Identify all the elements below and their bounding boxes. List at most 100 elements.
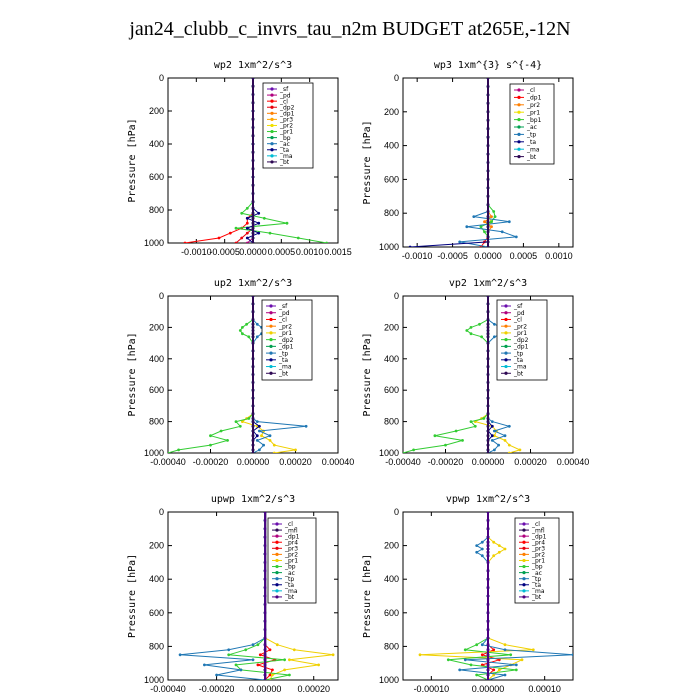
series-point xyxy=(288,658,291,662)
legend-label: _ac xyxy=(531,570,542,577)
legend-marker xyxy=(275,552,279,556)
series-point xyxy=(509,653,513,657)
legend-label: _ta xyxy=(531,582,541,589)
series-point xyxy=(486,341,490,345)
legend-marker xyxy=(270,148,274,152)
x-tick-label: 0.0000 xyxy=(239,247,267,257)
series-point xyxy=(234,420,238,423)
legend-marker xyxy=(275,522,279,526)
series-point xyxy=(245,206,249,210)
legend-label: _ac xyxy=(284,570,295,577)
series-point xyxy=(234,241,238,243)
legend-marker xyxy=(522,546,526,550)
legend-label: _bp xyxy=(279,135,291,142)
series-point xyxy=(251,206,255,210)
series-point xyxy=(486,326,490,329)
series-point xyxy=(486,194,490,198)
series-point xyxy=(263,577,267,581)
legend-marker xyxy=(504,358,508,362)
series-point xyxy=(486,220,490,224)
series-point xyxy=(251,404,255,408)
series-point xyxy=(226,439,229,442)
y-tick-label: 1000 xyxy=(144,238,164,248)
series-point xyxy=(251,200,255,204)
legend-label: _sf xyxy=(279,86,289,93)
legend-marker xyxy=(269,324,273,328)
series-point xyxy=(486,668,490,672)
series-point xyxy=(486,673,490,677)
x-tick-label: 0.00020 xyxy=(279,457,312,467)
legend-label: _bp xyxy=(284,564,296,571)
series-point xyxy=(251,388,255,392)
series-point xyxy=(238,424,242,428)
series-point xyxy=(403,451,405,453)
series-point xyxy=(514,235,518,239)
y-tick-label: 1000 xyxy=(144,448,164,458)
series-point xyxy=(486,547,490,551)
series-point xyxy=(492,554,496,558)
legend-marker xyxy=(522,571,526,575)
series-point xyxy=(479,225,483,229)
series-point xyxy=(500,230,504,234)
legend-label: _cl xyxy=(279,98,288,105)
legend-marker xyxy=(270,93,274,97)
series-point xyxy=(486,424,490,428)
series-point xyxy=(251,329,255,332)
legend-label: _cl xyxy=(513,317,522,324)
series-point xyxy=(209,443,212,447)
legend-marker xyxy=(504,344,508,348)
series-point xyxy=(503,643,507,647)
series-point xyxy=(263,668,267,672)
series-point xyxy=(483,230,486,234)
series-point xyxy=(493,448,496,452)
series-point xyxy=(486,648,490,652)
legend-label: _dp2 xyxy=(513,337,529,344)
series-point xyxy=(486,322,490,326)
legend: _cl_mfl_dp1_pr4_pr3_pr2_pr1_bp_ac_tp_ta_… xyxy=(514,517,560,604)
series-point xyxy=(251,310,255,314)
series-group xyxy=(408,78,518,247)
legend-label: _ta xyxy=(513,357,523,364)
y-tick-label: 200 xyxy=(149,322,164,332)
series-point xyxy=(486,561,490,564)
series-point xyxy=(465,225,469,229)
series-point xyxy=(480,547,484,551)
legend-marker xyxy=(517,125,521,129)
series-point xyxy=(263,653,267,657)
y-tick-label: 800 xyxy=(384,208,399,218)
y-tick-label: 0 xyxy=(159,291,164,301)
series-point xyxy=(247,335,251,339)
series-point xyxy=(486,611,490,615)
series-point xyxy=(475,550,479,554)
series-point xyxy=(247,417,251,420)
series-point xyxy=(251,396,255,400)
series-point xyxy=(271,668,274,672)
series-point xyxy=(486,93,490,97)
legend-marker xyxy=(270,99,274,103)
series-point xyxy=(251,84,255,88)
legend-marker xyxy=(504,338,508,342)
series-point xyxy=(486,332,490,336)
series-point xyxy=(463,648,467,652)
legend-marker xyxy=(504,317,508,322)
x-tick-label: 0.00040 xyxy=(557,457,590,467)
legend-label: _bt xyxy=(284,594,295,601)
series-point xyxy=(486,527,490,531)
series-point xyxy=(251,167,255,171)
series-point xyxy=(268,648,272,652)
legend-marker xyxy=(275,546,279,550)
series-point xyxy=(256,663,260,667)
legend: _cl_dp1_pr2_pr1_bp1_ac_tp_ta_ma_bt xyxy=(509,83,555,165)
series-point xyxy=(263,678,267,680)
series-point xyxy=(486,225,490,229)
series-line xyxy=(168,296,254,453)
legend-label: _bt xyxy=(513,370,524,377)
series-point xyxy=(251,93,255,96)
y-tick-label: 400 xyxy=(149,354,164,364)
legend-marker xyxy=(269,351,273,355)
y-tick-label: 200 xyxy=(149,106,164,116)
series-point xyxy=(245,216,249,220)
y-axis-label: Pressure [hPa] xyxy=(362,332,373,416)
series-line xyxy=(180,512,266,680)
